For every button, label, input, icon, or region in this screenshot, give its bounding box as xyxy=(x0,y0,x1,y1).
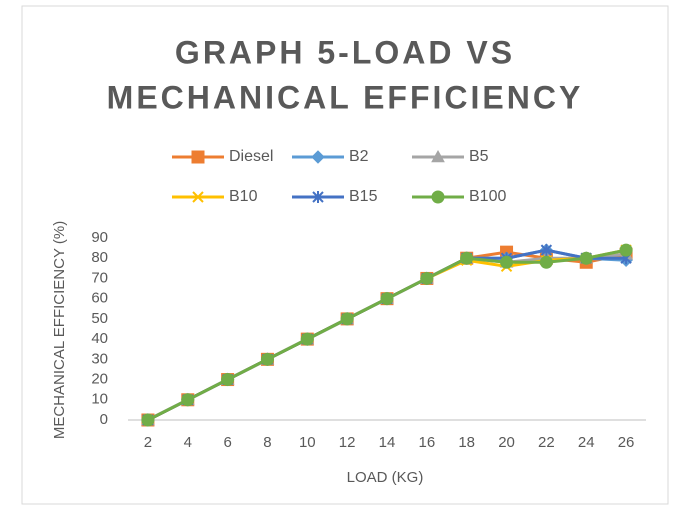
legend-item: B5 xyxy=(412,148,489,165)
marker xyxy=(340,312,354,326)
legend-label: Diesel xyxy=(229,148,273,165)
marker xyxy=(500,255,514,269)
marker xyxy=(221,373,235,387)
x-tick-label: 8 xyxy=(263,434,271,451)
x-tick-label: 22 xyxy=(538,434,555,451)
legend-label: B100 xyxy=(469,188,506,205)
y-tick-label: 50 xyxy=(91,310,108,327)
x-tick-label: 18 xyxy=(458,434,475,451)
marker xyxy=(619,243,633,257)
x-tick-label: 2 xyxy=(144,434,152,451)
x-tick-label: 16 xyxy=(419,434,436,451)
y-tick-label: 20 xyxy=(91,371,108,388)
y-tick-label: 80 xyxy=(91,249,108,266)
marker xyxy=(539,255,553,269)
legend-item: B2 xyxy=(292,148,369,165)
x-tick-label: 10 xyxy=(299,434,316,451)
marker xyxy=(380,292,394,306)
chart-title: GRAPH 5-LOAD VS xyxy=(175,34,515,70)
series xyxy=(141,243,633,427)
x-tick-label: 14 xyxy=(379,434,396,451)
legend-item: B100 xyxy=(412,188,506,205)
x-tick-label: 20 xyxy=(498,434,515,451)
legend-label: B10 xyxy=(229,188,258,205)
legend-label: B5 xyxy=(469,148,489,165)
marker xyxy=(181,393,195,407)
chart-frame xyxy=(21,5,669,505)
marker xyxy=(260,352,274,366)
x-tick-label: 26 xyxy=(618,434,635,451)
marker xyxy=(191,150,205,164)
marker xyxy=(141,413,155,427)
y-axis-title: MECHANICAL EFFICIENCY (%) xyxy=(51,221,68,439)
y-tick-label: 40 xyxy=(91,330,108,347)
marker xyxy=(540,244,553,257)
marker xyxy=(460,251,474,265)
x-tick-label: 12 xyxy=(339,434,356,451)
x-tick-label: 24 xyxy=(578,434,595,451)
y-tick-label: 60 xyxy=(91,290,108,307)
y-tick-label: 70 xyxy=(91,269,108,286)
legend-label: B15 xyxy=(349,188,378,205)
y-tick-label: 90 xyxy=(91,229,108,246)
legend-item: B15 xyxy=(292,188,378,205)
marker xyxy=(431,149,445,163)
chart-title: MECHANICAL EFFICIENCY xyxy=(107,79,584,115)
x-tick-label: 4 xyxy=(184,434,192,451)
legend-item: B10 xyxy=(172,188,258,205)
x-tick-label: 6 xyxy=(223,434,231,451)
y-tick-label: 10 xyxy=(91,391,108,408)
marker xyxy=(312,191,324,203)
marker xyxy=(420,271,434,285)
legend-label: B2 xyxy=(349,148,369,165)
marker xyxy=(431,190,445,204)
x-axis-title: LOAD (KG) xyxy=(347,469,424,486)
marker xyxy=(192,191,204,203)
y-tick-label: 0 xyxy=(100,411,108,428)
marker xyxy=(311,150,325,164)
marker xyxy=(579,251,593,265)
marker xyxy=(300,332,314,346)
y-tick-label: 30 xyxy=(91,350,108,367)
legend-item: Diesel xyxy=(172,148,273,165)
